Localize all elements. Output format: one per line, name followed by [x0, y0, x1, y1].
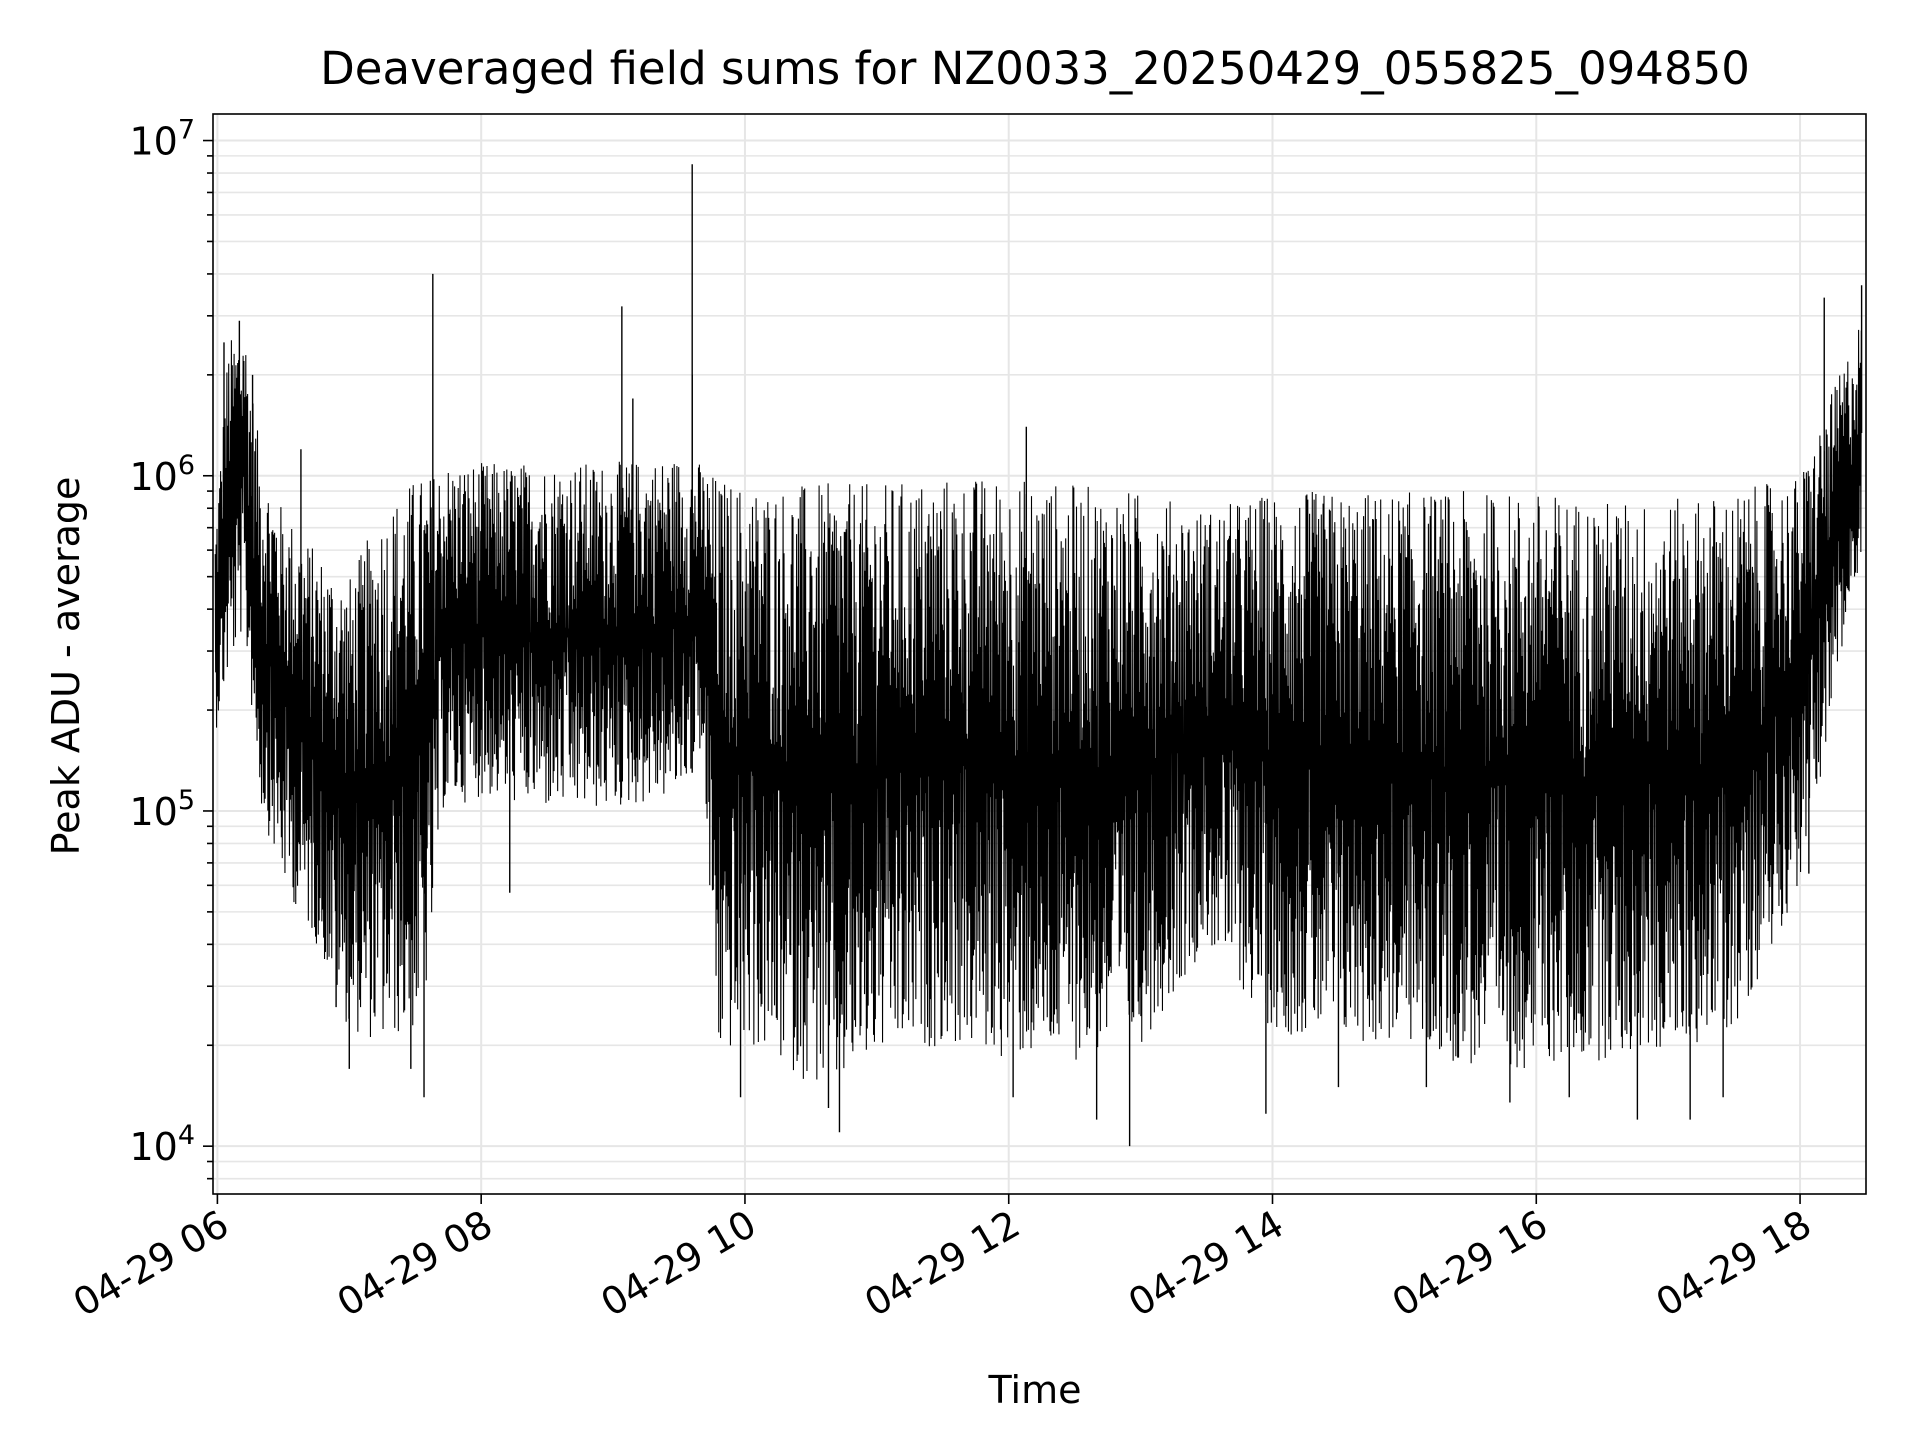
y-tick-label: 104 — [129, 1120, 195, 1169]
y-tick-label-exponent: 5 — [178, 785, 195, 816]
chart-title: Deaveraged field sums for NZ0033_2025042… — [320, 42, 1750, 95]
y-axis-label: Peak ADU - average — [44, 477, 88, 856]
y-tick-label-base: 10 — [129, 455, 177, 499]
y-tick-label: 105 — [129, 785, 195, 834]
data-series — [214, 164, 1863, 1147]
x-axis-label: Time — [988, 1368, 1082, 1412]
y-tick-label-base: 10 — [129, 790, 177, 834]
y-tick-label: 107 — [129, 115, 195, 164]
plot-frame — [212, 113, 1867, 1195]
y-tick-label-exponent: 6 — [178, 450, 195, 481]
y-tick-label-base: 10 — [129, 1125, 177, 1169]
series-line — [214, 329, 1862, 1080]
y-tick-label-base: 10 — [129, 120, 177, 164]
y-tick-label-exponent: 7 — [178, 115, 195, 146]
y-tick-label-exponent: 4 — [178, 1120, 195, 1151]
y-tick-label: 106 — [129, 450, 195, 499]
